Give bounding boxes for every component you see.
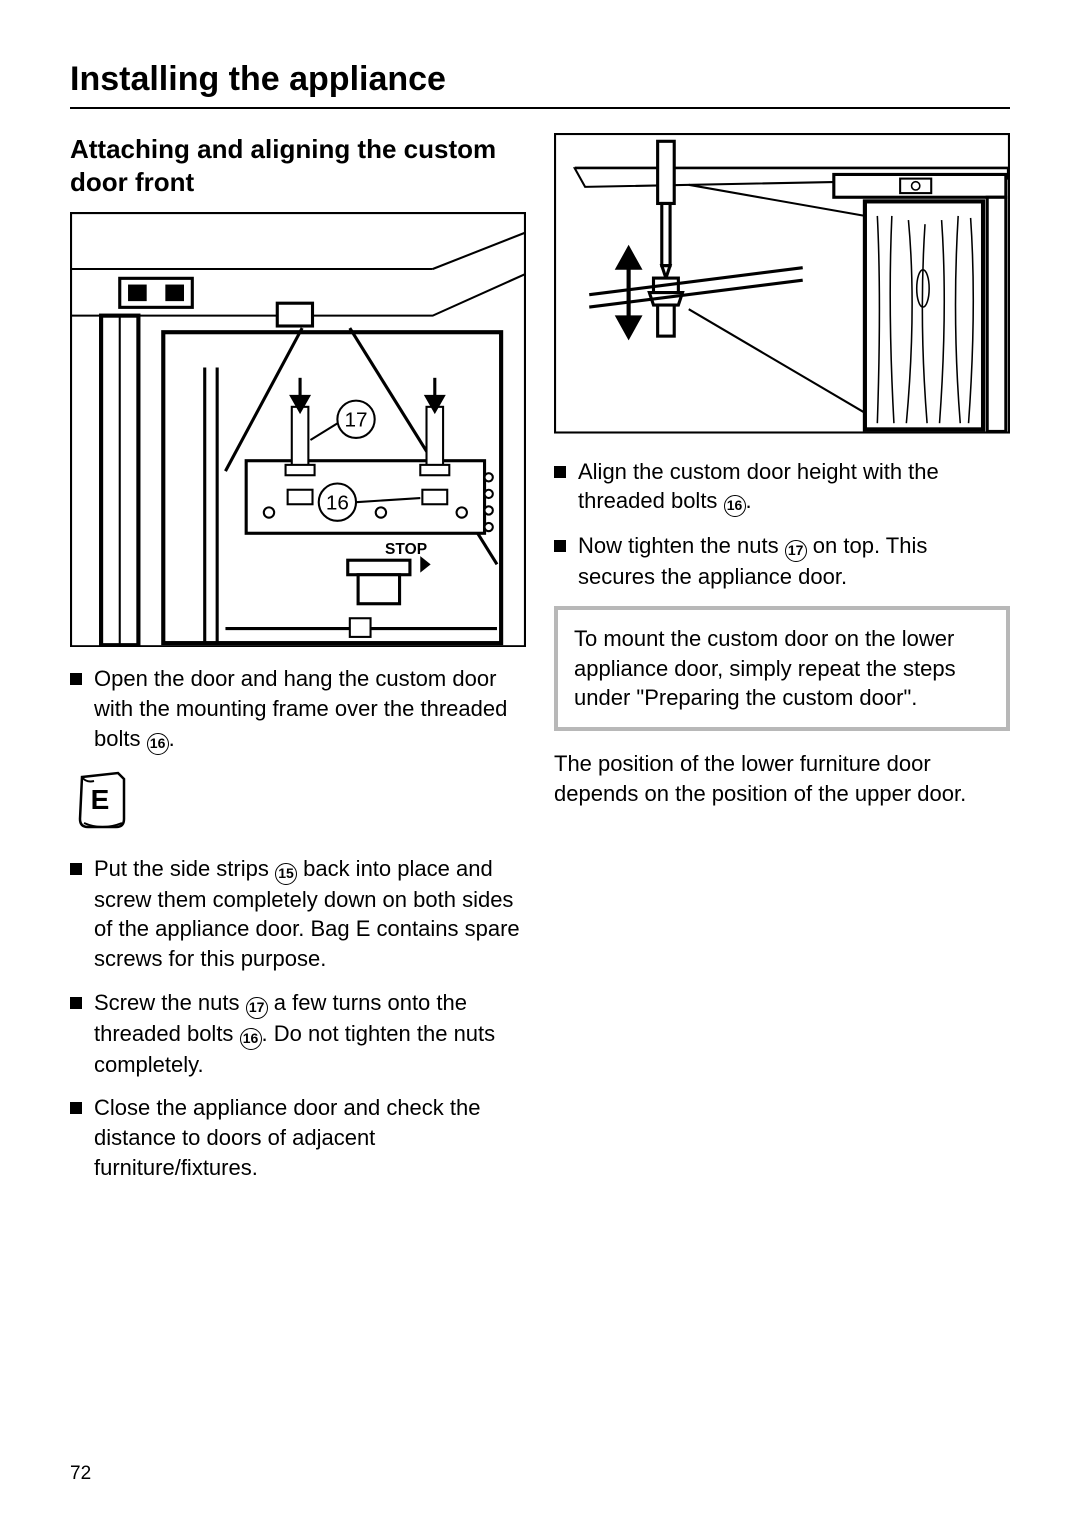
figure-align-height [554,133,1010,434]
ref-number: 17 [785,540,807,562]
ref-number: 16 [724,495,746,517]
step-item: Close the appliance door and check the d… [70,1093,526,1182]
figure-door-mount: 17 16 STOP [70,212,526,647]
svg-text:17: 17 [345,409,368,432]
svg-text:16: 16 [326,491,349,514]
left-column: Attaching and aligning the custom door f… [70,133,526,1196]
ref-number: 15 [275,863,297,885]
ref-number: 16 [147,733,169,755]
title-rule [70,107,1010,109]
paragraph: The position of the lower furniture door… [554,749,1010,808]
page-number: 72 [70,1463,91,1485]
step-item: Now tighten the nuts 17 on top. This sec… [554,531,1010,592]
step-list-1: Open the door and hang the custom door w… [70,664,526,754]
step-item: Open the door and hang the custom door w… [70,664,526,754]
manual-page: Installing the appliance Attaching and a… [0,0,1080,1529]
subheading: Attaching and aligning the custom door f… [70,133,526,198]
step-item: Align the custom door height with the th… [554,457,1010,518]
ref-number: 16 [240,1028,262,1050]
page-title: Installing the appliance [70,60,1010,99]
right-column: Align the custom door height with the th… [554,133,1010,1196]
two-column-layout: Attaching and aligning the custom door f… [70,133,1010,1196]
step-item: Put the side strips 15 back into place a… [70,854,526,974]
svg-text:E: E [91,784,110,815]
svg-text:STOP: STOP [385,541,427,558]
step-item: Screw the nuts 17 a few turns onto the t… [70,988,526,1080]
bag-e-icon: E [76,769,130,831]
step-list-3: Align the custom door height with the th… [554,457,1010,592]
ref-number: 17 [246,997,268,1019]
callout-box: To mount the custom door on the lower ap… [554,606,1010,731]
step-list-2: Put the side strips 15 back into place a… [70,854,526,1183]
